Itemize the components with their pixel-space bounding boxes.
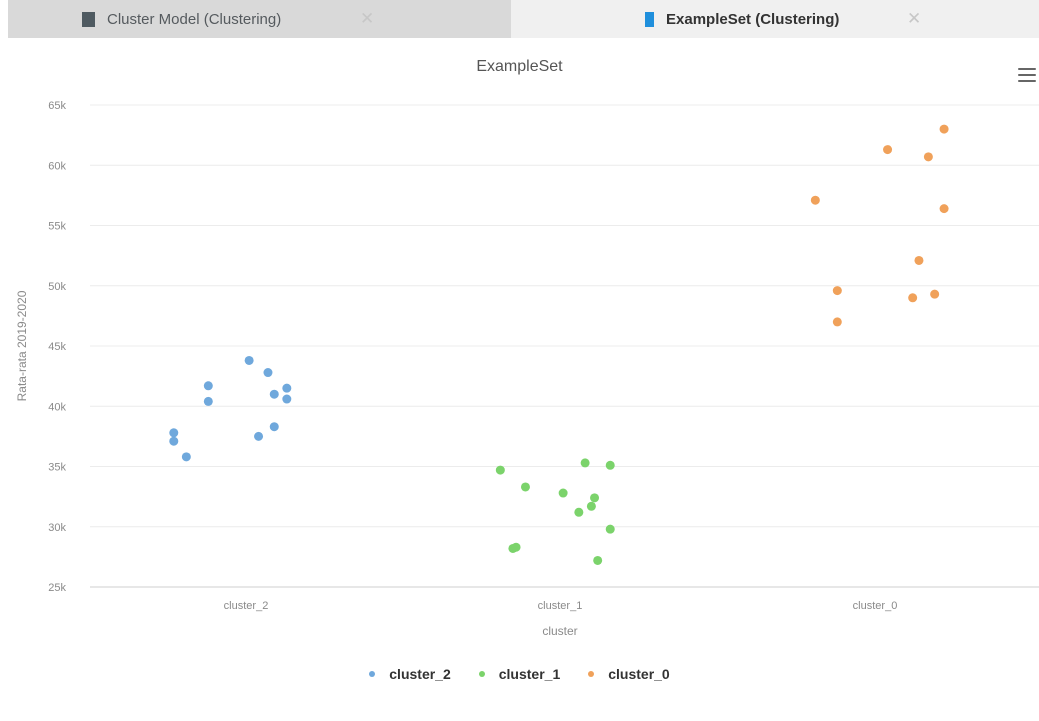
legend-label: cluster_1 — [499, 666, 560, 682]
data-point-cluster-0[interactable] — [940, 125, 949, 134]
data-point-cluster-1[interactable] — [587, 502, 596, 511]
data-points — [169, 125, 948, 565]
data-point-cluster-1[interactable] — [593, 556, 602, 565]
y-tick-label: 35k — [48, 462, 66, 474]
data-point-cluster-2[interactable] — [270, 390, 279, 399]
data-point-cluster-1[interactable] — [496, 466, 505, 475]
legend-item-cluster-0[interactable]: cluster_0 — [588, 666, 669, 682]
data-point-cluster-0[interactable] — [811, 196, 820, 205]
data-point-cluster-1[interactable] — [512, 543, 521, 552]
data-point-cluster-1[interactable] — [521, 482, 530, 491]
data-point-cluster-1[interactable] — [559, 489, 568, 498]
x-tick-label: cluster_2 — [224, 600, 269, 612]
y-axis-title: Rata-rata 2019-2020 — [15, 290, 29, 401]
x-axis-title: cluster — [542, 624, 577, 638]
y-tick-label: 55k — [48, 221, 66, 233]
data-point-cluster-0[interactable] — [940, 204, 949, 213]
data-point-cluster-2[interactable] — [254, 432, 263, 441]
data-point-cluster-0[interactable] — [883, 145, 892, 154]
data-point-cluster-1[interactable] — [606, 525, 615, 534]
legend-marker — [588, 671, 594, 677]
legend-item-cluster-1[interactable]: cluster_1 — [479, 666, 560, 682]
data-point-cluster-2[interactable] — [169, 428, 178, 437]
data-point-cluster-2[interactable] — [270, 422, 279, 431]
legend-label: cluster_2 — [389, 666, 450, 682]
legend-marker — [369, 671, 375, 677]
y-tick-label: 40k — [48, 401, 66, 413]
data-point-cluster-0[interactable] — [833, 317, 842, 326]
data-point-cluster-2[interactable] — [182, 452, 191, 461]
x-tick-label: cluster_1 — [538, 600, 583, 612]
y-tick-label: 25k — [48, 582, 66, 594]
legend-item-cluster-2[interactable]: cluster_2 — [369, 666, 450, 682]
data-point-cluster-1[interactable] — [606, 461, 615, 470]
data-point-cluster-2[interactable] — [204, 397, 213, 406]
data-point-cluster-0[interactable] — [908, 293, 917, 302]
y-tick-labels: 25k 30k 35k 40k 45k 50k 55k 60k 65k — [48, 100, 66, 594]
y-tick-label: 45k — [48, 341, 66, 353]
data-point-cluster-2[interactable] — [169, 437, 178, 446]
y-tick-label: 65k — [48, 100, 66, 112]
data-point-cluster-0[interactable] — [833, 286, 842, 295]
data-point-cluster-1[interactable] — [590, 493, 599, 502]
y-tick-label: 50k — [48, 281, 66, 293]
y-tick-label: 30k — [48, 522, 66, 534]
legend: cluster_2 cluster_1 cluster_0 — [0, 666, 1039, 682]
grid-lines — [90, 105, 1039, 587]
data-point-cluster-2[interactable] — [282, 384, 291, 393]
x-tick-label: cluster_0 — [853, 600, 898, 612]
y-tick-label: 60k — [48, 160, 66, 172]
data-point-cluster-1[interactable] — [574, 508, 583, 517]
data-point-cluster-2[interactable] — [263, 368, 272, 377]
legend-label: cluster_0 — [608, 666, 669, 682]
data-point-cluster-0[interactable] — [924, 152, 933, 161]
data-point-cluster-2[interactable] — [282, 395, 291, 404]
data-point-cluster-2[interactable] — [204, 381, 213, 390]
data-point-cluster-0[interactable] — [930, 290, 939, 299]
data-point-cluster-1[interactable] — [581, 458, 590, 467]
data-point-cluster-0[interactable] — [914, 256, 923, 265]
x-tick-labels: cluster_2 cluster_1 cluster_0 — [224, 600, 898, 612]
legend-marker — [479, 671, 485, 677]
data-point-cluster-2[interactable] — [245, 356, 254, 365]
